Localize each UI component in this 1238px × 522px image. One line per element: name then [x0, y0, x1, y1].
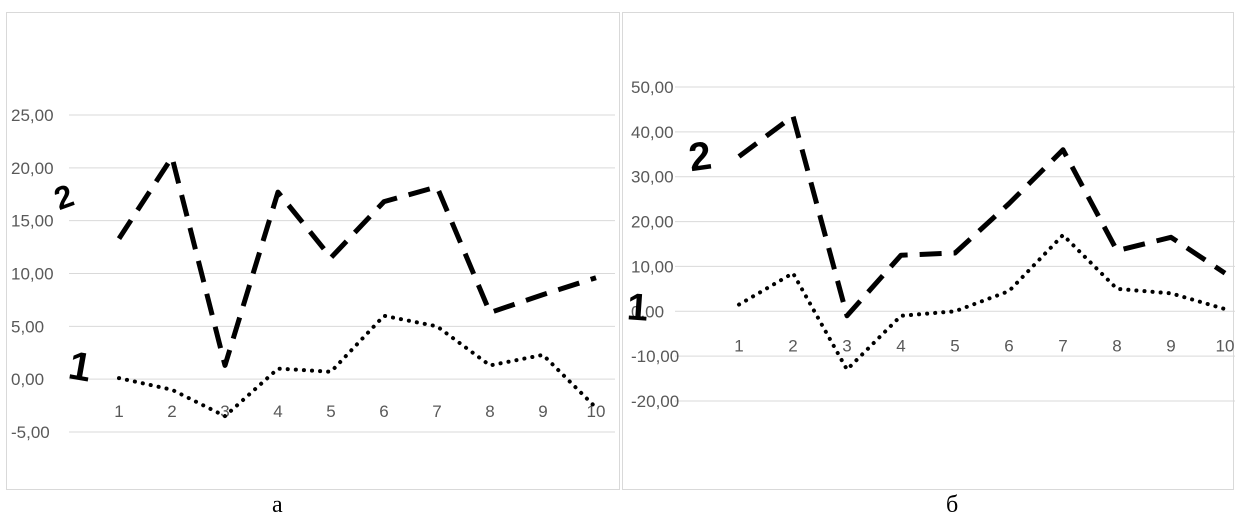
x-tick-label-a-6: 7	[432, 402, 441, 421]
x-tick-label-a-5: 6	[379, 402, 388, 421]
x-tick-label-a-2: 3	[220, 402, 229, 421]
x-tick-label-b-7: 8	[1112, 336, 1121, 355]
y-tick-label-b-2: 0,00	[631, 302, 664, 321]
x-tick-label-a-8: 9	[538, 402, 547, 421]
x-tick-label-a-7: 8	[485, 402, 494, 421]
x-tick-label-a-0: 1	[114, 402, 123, 421]
y-tick-label-a-0: -5,00	[11, 423, 50, 442]
y-tick-label-b-5: 30,00	[631, 168, 674, 187]
chart-panel-b: -20,00 -10,00 0,00 10,00 20,00 30,00 40,00 50,0…	[622, 12, 1235, 490]
x-tick-label-a-4: 5	[326, 402, 335, 421]
caption-a: а	[272, 492, 283, 518]
y-tick-label-b-4: 20,00	[631, 213, 674, 232]
chart-panel-a: -5,00 0,00 5,00 10,00 15,00 20,00 25,00 1 2 3 4 5 6 7…	[6, 12, 620, 490]
x-tick-label-b-5: 6	[1004, 336, 1013, 355]
x-tick-label-b-8: 9	[1166, 336, 1175, 355]
y-tick-label-b-6: 40,00	[631, 123, 674, 142]
y-tick-label-a-3: 10,00	[11, 265, 54, 284]
y-tick-label-b-3: 10,00	[631, 257, 674, 276]
y-tick-label-a-2: 5,00	[11, 317, 44, 336]
series-label-1-b: 1	[625, 286, 650, 330]
x-tick-label-b-0: 1	[734, 336, 743, 355]
y-tick-label-a-1: 0,00	[11, 370, 44, 389]
x-tick-label-b-1: 2	[788, 336, 797, 355]
y-tick-label-b-0: -20,00	[631, 392, 679, 411]
y-tick-label-b-1: -10,00	[631, 347, 679, 366]
x-tick-label-a-3: 4	[273, 402, 282, 421]
chart-a-svg: -5,00 0,00 5,00 10,00 15,00 20,00 25,00 1 2 3 4 5 6 7…	[11, 106, 615, 442]
x-tick-label-b-2: 3	[842, 336, 851, 355]
y-tick-label-a-6: 25,00	[11, 106, 54, 125]
series-line-b-dotted	[737, 233, 1227, 372]
x-tick-label-b-9: 10	[1216, 336, 1235, 355]
series-line-a-dashed	[116, 154, 597, 368]
x-tick-label-a-9: 10	[587, 402, 606, 421]
x-tick-label-a-1: 2	[167, 402, 176, 421]
x-tick-label-b-4: 5	[950, 336, 959, 355]
caption-b: б	[946, 492, 959, 518]
chart-b-svg: -20,00 -10,00 0,00 10,00 20,00 30,00 40,00 50,0…	[631, 78, 1235, 411]
x-tick-label-b-3: 4	[896, 336, 905, 355]
y-tick-label-a-5: 20,00	[11, 159, 54, 178]
series-line-a-dotted	[117, 313, 598, 419]
series-line-b-dashed	[737, 113, 1227, 319]
y-tick-label-b-7: 50,00	[631, 78, 674, 97]
y-tick-label-a-4: 15,00	[11, 212, 54, 231]
x-tick-label-b-6: 7	[1058, 336, 1067, 355]
